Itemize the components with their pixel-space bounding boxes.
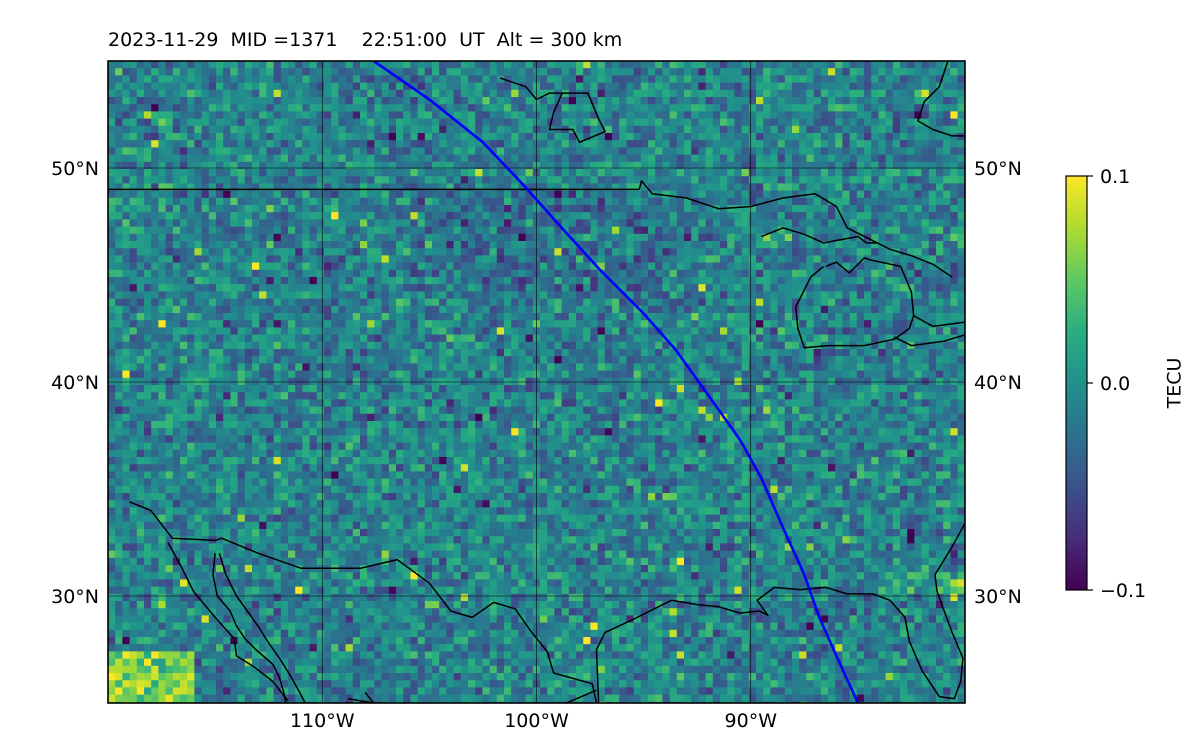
boundary-line: [347, 691, 375, 703]
boundary-line: [917, 61, 965, 137]
title-time-unit: UT: [459, 29, 485, 51]
longitude-tick-labels: 110°W 100°W 90°W: [290, 710, 777, 732]
title-date: 2023-11-29: [108, 29, 219, 51]
boundary-line: [913, 315, 965, 328]
latitude-label-left: 40°N: [51, 372, 99, 394]
longitude-label: 100°W: [504, 710, 569, 732]
longitude-label: 90°W: [725, 710, 778, 732]
title-mid: MID =1371: [230, 29, 338, 51]
colorbar-gradient: [1066, 176, 1087, 590]
latitude-label-left: 50°N: [51, 158, 99, 180]
colorbar-tick-label: 0.1: [1100, 166, 1130, 188]
boundary-line: [129, 501, 598, 703]
title-time: 22:51:00: [361, 29, 447, 51]
boundary-line: [761, 227, 878, 244]
boundary-line: [218, 552, 306, 703]
boundary-line: [889, 248, 953, 278]
boundary-line: [893, 334, 965, 347]
boundary-line: [167, 542, 289, 702]
latitude-tick-labels: 50°N 50°N 40°N 40°N 30°N 30°N: [51, 158, 1022, 608]
boundary-line: [212, 553, 287, 703]
boundary-line: [934, 574, 964, 700]
boundary-line: [566, 689, 597, 703]
boundary-line: [638, 180, 891, 250]
latitude-label-right: 50°N: [974, 158, 1022, 180]
colorbar-tick-label: 0.0: [1100, 373, 1130, 395]
boundary-line: [595, 586, 940, 703]
gridlines: [108, 61, 965, 703]
latitude-label-right: 30°N: [974, 586, 1022, 608]
longitude-label: 110°W: [290, 710, 355, 732]
boundary-line: [964, 522, 965, 524]
coastlines: [108, 61, 965, 703]
colorbar-tick-label: −0.1: [1100, 580, 1146, 602]
colorbar-label: TECU: [1164, 358, 1186, 410]
track-line: [372, 61, 860, 703]
colorbar-ticks: 0.1 0.0 −0.1: [1087, 166, 1146, 602]
title-altitude: Alt = 300 km: [496, 29, 623, 51]
colorbar: 0.1 0.0 −0.1 TECU: [1065, 166, 1186, 602]
boundary-line: [934, 522, 965, 575]
map-title: 2023-11-29 MID =1371 22:51:00 UT Alt = 3…: [108, 29, 622, 51]
boundary-line: [794, 257, 915, 349]
latitude-label-right: 40°N: [974, 372, 1022, 394]
map-frame: [107, 60, 966, 704]
satellite-track: [372, 61, 860, 703]
tec-heatmap: [108, 61, 965, 703]
latitude-label-left: 30°N: [51, 586, 99, 608]
